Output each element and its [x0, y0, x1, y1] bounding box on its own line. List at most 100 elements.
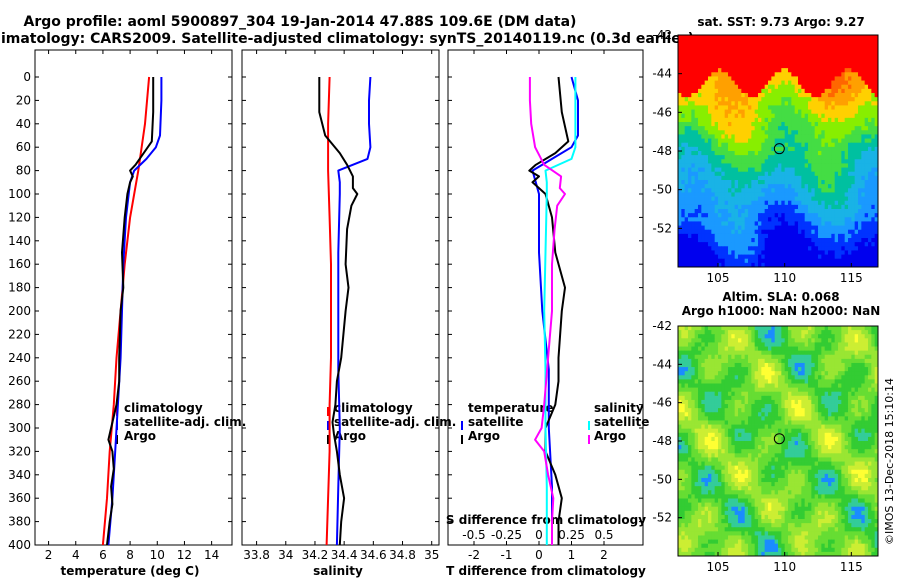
map-cell	[818, 229, 822, 235]
map-cell	[834, 395, 839, 401]
map-cell	[768, 192, 772, 197]
map-cell	[688, 155, 692, 160]
map-cell	[694, 213, 699, 218]
map-cell	[681, 151, 686, 156]
map-cell	[808, 180, 812, 185]
map-cell	[871, 383, 876, 389]
map-cell	[714, 76, 719, 81]
map-cell	[871, 43, 876, 48]
map-cell	[681, 59, 686, 65]
map-cell	[858, 97, 862, 102]
map-cell	[744, 262, 749, 268]
map-cell	[741, 84, 746, 90]
map-cell	[844, 354, 849, 360]
map-cell	[818, 342, 822, 347]
map-cell	[831, 159, 836, 164]
map-cell	[874, 142, 879, 148]
map-cell	[801, 334, 806, 339]
map-cell	[818, 330, 822, 335]
y-tick-label: 260	[8, 374, 31, 388]
map-cell	[678, 72, 682, 77]
map-cell	[858, 362, 862, 368]
map-cell	[871, 229, 876, 235]
map-cell	[831, 213, 836, 218]
map-cell	[768, 254, 772, 260]
map-cell	[734, 246, 739, 251]
map-cell	[751, 130, 756, 135]
map-cell	[738, 350, 742, 356]
map-cell	[721, 416, 726, 421]
map-cell	[751, 254, 756, 260]
map-cell	[841, 383, 846, 389]
map-cell	[711, 188, 716, 193]
map-cell	[711, 105, 716, 110]
map-cell	[678, 35, 682, 40]
map-cell	[754, 258, 759, 264]
map-cell	[721, 387, 726, 393]
map-cell	[714, 404, 719, 409]
map-cell	[824, 76, 829, 81]
map-cell	[838, 330, 842, 335]
map-cell	[711, 122, 716, 127]
map-cell	[858, 213, 862, 218]
map-cell	[721, 72, 726, 77]
map-cell	[734, 229, 739, 235]
map-cell	[834, 134, 839, 139]
map-cell	[784, 47, 789, 52]
map-cell	[761, 330, 766, 335]
map-cell	[834, 59, 839, 65]
map-cell	[708, 262, 712, 268]
map-cell	[818, 76, 822, 81]
map-cell	[698, 84, 702, 90]
map-cell	[858, 399, 862, 405]
map-cell	[781, 399, 786, 405]
map-cell	[708, 258, 712, 264]
map-cell	[824, 126, 829, 131]
map-cell	[871, 233, 876, 239]
map-cell	[754, 122, 759, 127]
map-cell	[834, 367, 839, 372]
map-cell	[818, 167, 822, 173]
map-cell	[691, 350, 696, 356]
map-cell	[704, 242, 709, 247]
map-cell	[761, 391, 766, 397]
map-cell	[691, 43, 696, 48]
map-cell	[804, 192, 809, 197]
map-cell	[744, 167, 749, 173]
map-cell	[798, 155, 802, 160]
map-cell	[751, 204, 756, 210]
map-cell	[794, 76, 799, 81]
map-cell	[721, 93, 726, 98]
map-cell	[868, 362, 872, 368]
map-cell	[874, 354, 879, 360]
map-cell	[698, 354, 702, 360]
map-cell	[708, 367, 712, 372]
map-cell	[811, 334, 816, 339]
map-cell	[711, 233, 716, 239]
map-cell	[681, 80, 686, 86]
map-cell	[741, 233, 746, 239]
map-cell	[678, 246, 682, 251]
map-cell	[684, 171, 689, 177]
map-cell	[748, 217, 752, 222]
map-cell	[861, 200, 866, 206]
map-cell	[824, 262, 829, 268]
map-cell	[691, 375, 696, 380]
map-cell	[814, 387, 819, 393]
map-cell	[688, 101, 692, 106]
map-cell	[721, 113, 726, 119]
map-cell	[688, 254, 692, 260]
map-cell	[778, 146, 782, 152]
map-cell	[804, 242, 809, 247]
map-cell	[761, 242, 766, 247]
map-cell	[788, 254, 792, 260]
map-cell	[818, 159, 822, 164]
map-cell	[841, 109, 846, 115]
map-cell	[798, 375, 802, 380]
map-cell	[774, 213, 779, 218]
map-cell	[808, 72, 812, 77]
map-cell	[724, 221, 729, 226]
map-cell	[724, 167, 729, 173]
map-cell	[874, 383, 879, 389]
